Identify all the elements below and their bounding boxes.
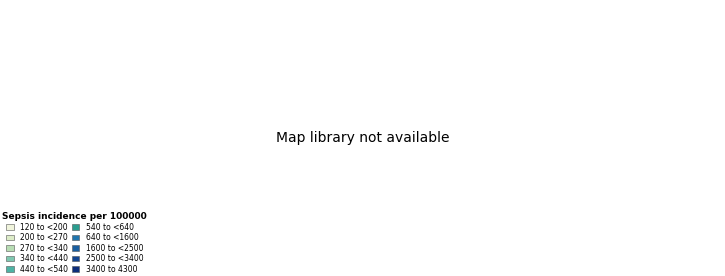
Legend: 120 to <200, 200 to <270, 270 to <340, 340 to <440, 440 to <540, 540 to <640, 64: 120 to <200, 200 to <270, 270 to <340, 3…: [1, 211, 149, 275]
Text: Map library not available: Map library not available: [276, 131, 450, 145]
